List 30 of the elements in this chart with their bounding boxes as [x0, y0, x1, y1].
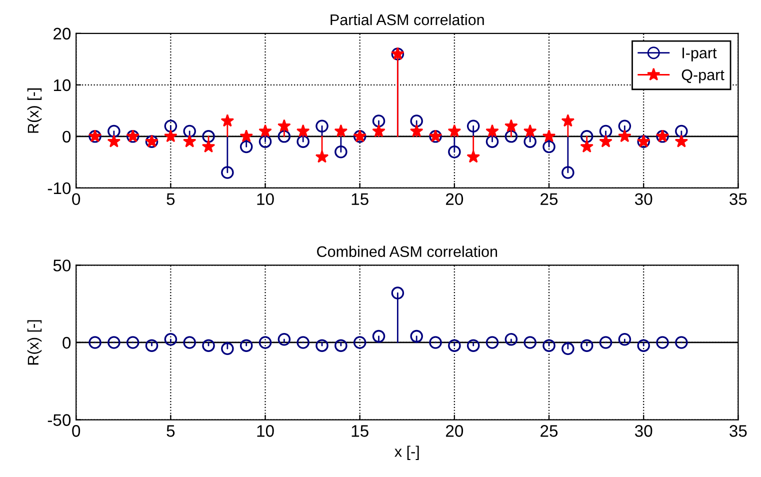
y-tick-label: 10: [54, 79, 71, 92]
x-tick-label: 10: [257, 425, 274, 437]
y-tick-label: -50: [48, 414, 71, 426]
x-tick-label: 0: [72, 193, 80, 206]
y-tick-label: 50: [53, 260, 71, 272]
x-tick-label: 30: [634, 193, 652, 206]
y-axis-title: R(x) [-]: [27, 320, 42, 365]
x-tick-label: 20: [446, 425, 464, 437]
y-tick-label: 0: [62, 130, 71, 143]
x-axis-title: x [-]: [394, 446, 419, 460]
y-tick-label: 20: [54, 28, 71, 40]
chart-title: Combined ASM correlation: [317, 246, 498, 258]
chart-title: Partial ASM correlation: [330, 14, 484, 26]
x-tick-label: 5: [166, 425, 175, 437]
x-tick-label: 10: [257, 193, 274, 206]
x-tick-label: 15: [352, 193, 368, 206]
x-tick-label: 25: [540, 193, 558, 206]
x-tick-label: 20: [446, 193, 464, 206]
y-tick-label: 0: [62, 336, 71, 349]
x-tick-label: 25: [540, 425, 558, 437]
x-tick-label: 0: [72, 425, 80, 437]
y-axis-title: R(x) [-]: [27, 88, 42, 133]
y-tick-label: -10: [48, 182, 71, 194]
legend-label: I-part: [682, 48, 717, 62]
x-tick-label: 5: [166, 193, 175, 206]
legend-label: Q-part: [682, 69, 724, 84]
x-tick-label: 30: [634, 425, 652, 437]
x-tick-label: 35: [730, 193, 747, 206]
x-tick-label: 15: [352, 425, 368, 437]
x-tick-label: 35: [730, 425, 747, 437]
